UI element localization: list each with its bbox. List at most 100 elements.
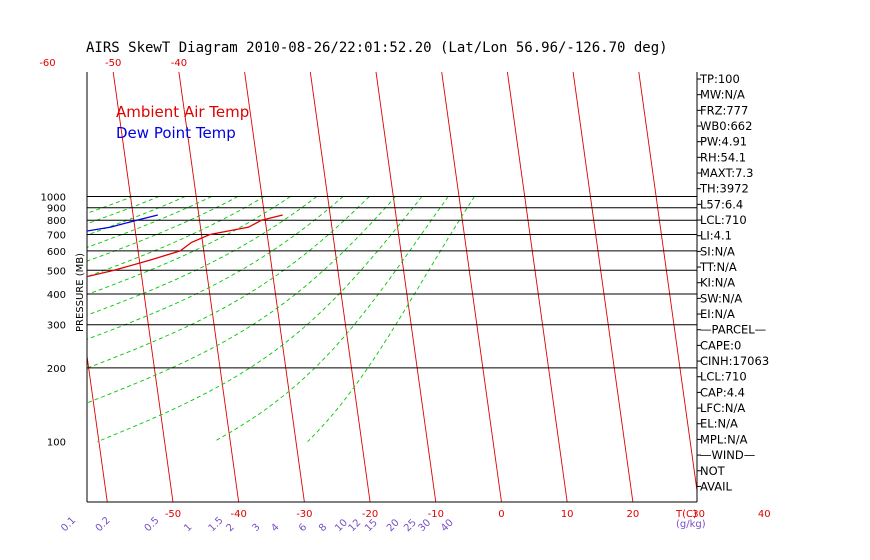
moist-adiabat-line <box>87 196 344 340</box>
pressure-tick-label: 800 <box>47 216 66 227</box>
sidebar-item: LCL:710 <box>700 213 747 227</box>
bottom-temperature-tick: 30 <box>692 509 705 520</box>
sidebar-item: MPL:N/A <box>700 432 748 446</box>
x-axis-label: T(C) <box>675 509 697 520</box>
sidebar-item: TT:N/A <box>699 260 737 274</box>
isotherm-line <box>770 72 830 502</box>
chart-title: AIRS SkewT Diagram 2010-08-26/22:01:52.2… <box>86 40 668 56</box>
sidebar-item: LFC:N/A <box>700 401 745 415</box>
sidebar-item: —WIND— <box>700 448 755 462</box>
legend: Ambient Air Temp Dew Point Temp <box>116 103 249 142</box>
mixing-ratio-tick: 2 <box>224 522 236 534</box>
sidebar-item: CAP:4.4 <box>700 385 745 399</box>
mixing-ratio-tick: 6 <box>297 522 309 534</box>
moist-adiabat-line <box>87 196 186 236</box>
sidebar-item: TH:3972 <box>699 182 749 196</box>
isotherm-line <box>441 72 502 502</box>
sidebar-item: AVAIL <box>700 479 733 493</box>
isotherm-line <box>572 72 634 502</box>
ambient-air-temp-line <box>87 214 283 278</box>
sidebar-item: CAPE:0 <box>700 338 741 352</box>
isotherm-line <box>87 352 108 502</box>
sidebar-item: CINH:17063 <box>700 354 769 368</box>
moist-adiabat-line <box>213 196 449 443</box>
bottom-temperature-tick: -30 <box>296 509 312 520</box>
sidebar-item: —PARCEL— <box>700 323 766 337</box>
mixing-ratio-tick: 0.2 <box>94 515 113 534</box>
mixing-ratio-unit-label: (g/kg) <box>676 519 706 530</box>
moist-adiabat-line <box>87 196 133 214</box>
isotherm-line <box>836 72 870 502</box>
isotherm-line <box>506 72 568 502</box>
moist-adiabat-line <box>87 196 396 404</box>
sidebar-item: MW:N/A <box>700 88 745 102</box>
bottom-temperature-tick: -40 <box>231 509 247 520</box>
mixing-ratio-tick: 1.5 <box>207 515 226 534</box>
pressure-tick-label: 900 <box>47 204 66 215</box>
sidebar-item: SI:N/A <box>700 244 735 258</box>
pressure-tick-label: 300 <box>47 321 66 332</box>
sidebar-item: PW:4.91 <box>700 135 747 149</box>
pressure-tick-label: 100 <box>47 438 66 449</box>
bottom-temperature-tick: -20 <box>362 509 378 520</box>
top-temperature-ticks: -120-110-100-90-80-70-60-50-40 <box>39 58 187 69</box>
isotherm-line <box>309 72 371 502</box>
mixing-ratio-tick: 3 <box>250 522 262 534</box>
mixing-ratio-tick: 12 <box>347 517 364 534</box>
isotherm-line <box>244 72 305 502</box>
mixing-ratio-tick: 20 <box>385 517 402 534</box>
pressure-tick-label: 600 <box>47 247 66 258</box>
sidebar-item: TP:100 <box>699 72 740 86</box>
top-temperature-tick: -50 <box>105 58 121 69</box>
moist-adiabat-line <box>87 196 212 248</box>
moist-adiabat-line <box>87 196 370 369</box>
moist-adiabat-line <box>87 196 291 296</box>
bottom-temperature-tick: 40 <box>758 509 771 520</box>
mixing-ratio-tick: 4 <box>269 522 281 534</box>
y-axis-label: PRESSURE (MB) <box>75 253 86 332</box>
pressure-lines <box>86 72 698 503</box>
isotherm-line <box>375 72 437 502</box>
series-lines <box>87 214 283 278</box>
pressure-tick-label: 500 <box>47 266 66 277</box>
sidebar-item: L57:6.4 <box>700 197 743 211</box>
moist-adiabat-line <box>87 196 318 316</box>
isotherm-line <box>178 72 240 502</box>
sidebar-item: LI:4.1 <box>700 229 732 243</box>
sidebar-item: SW:N/A <box>700 291 742 305</box>
legend-ambient-air-temp: Ambient Air Temp <box>116 103 249 121</box>
sidebar-item: EI:N/A <box>700 307 735 321</box>
sidebar-item: FRZ:777 <box>700 103 748 117</box>
sidebar-item: LCL:710 <box>700 370 747 384</box>
mixing-ratio-tick: 1 <box>182 522 194 534</box>
pressure-tick-label: 1000 <box>41 192 66 203</box>
pressure-tick-label: 400 <box>47 290 66 301</box>
isotherm-line <box>0 72 42 502</box>
moist-adiabat-line <box>87 196 265 278</box>
top-temperature-tick: -60 <box>39 58 55 69</box>
mixing-ratio-tick: 8 <box>317 522 329 534</box>
mixing-ratio-tick: 0.1 <box>59 515 78 534</box>
bottom-temperature-tick: 0 <box>498 509 504 520</box>
sidebar-item: RH:54.1 <box>700 150 746 164</box>
mixing-ratio-tick: 0.5 <box>143 515 162 534</box>
sidebar-item: EL:N/A <box>700 417 738 431</box>
isotherms <box>0 72 870 502</box>
top-temperature-tick: -40 <box>171 58 187 69</box>
bottom-temperature-ticks: -50 -40 -30 -20 -10 0 10 20 30 40 <box>165 509 771 520</box>
moist-adiabat-line <box>97 196 423 443</box>
pressure-tick-label: 200 <box>47 364 66 375</box>
moist-adiabats <box>87 196 475 443</box>
moist-adiabat-line <box>87 196 239 262</box>
bottom-temperature-tick: -10 <box>428 509 444 520</box>
sidebar-item: WB0:662 <box>700 119 752 133</box>
isotherm-line <box>638 72 697 494</box>
bottom-temperature-tick: -50 <box>165 509 181 520</box>
isotherm-line <box>112 72 174 502</box>
pressure-tick-label: 700 <box>47 230 66 241</box>
bottom-temperature-tick: 10 <box>561 509 574 520</box>
sidebar-item: KI:N/A <box>700 276 735 290</box>
